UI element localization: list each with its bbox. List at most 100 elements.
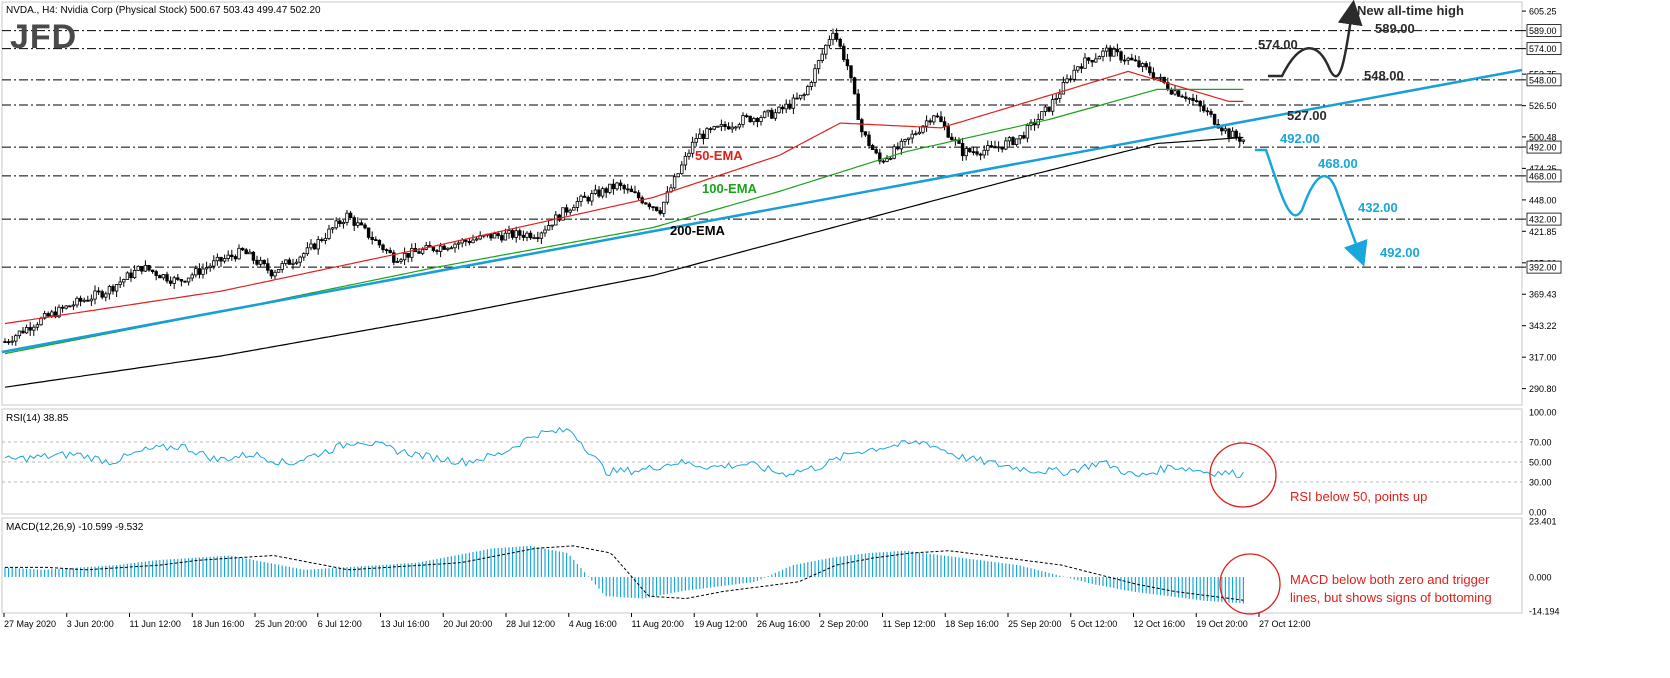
- candle-body: [755, 118, 760, 122]
- candle-body: [21, 330, 25, 334]
- candle-body: [838, 38, 842, 47]
- candle-body: [172, 277, 176, 284]
- candle-body: [6, 341, 11, 344]
- candle-body: [676, 173, 680, 178]
- candle-body: [158, 275, 162, 279]
- candle-body: [878, 152, 882, 162]
- candle-body: [852, 77, 857, 95]
- proj-label-492-target: 492.00: [1380, 245, 1420, 260]
- candle-body: [532, 237, 536, 240]
- bear-projection-path: [1255, 148, 1368, 267]
- candle-body: [561, 207, 565, 221]
- time-tick-label: 18 Sep 16:00: [945, 619, 999, 629]
- candle-body: [147, 264, 151, 271]
- candle-body: [687, 152, 691, 157]
- candle-body: [1209, 111, 1213, 115]
- time-tick-label: 3 Jun 20:00: [67, 619, 114, 629]
- candle-body: [492, 233, 497, 239]
- candle-body: [939, 116, 943, 123]
- candle-body: [914, 133, 918, 136]
- candle-body: [219, 256, 223, 262]
- candle-body: [136, 265, 140, 271]
- price-tick-label: 500.48: [1529, 132, 1557, 142]
- candle-body: [298, 256, 302, 263]
- candle-body: [712, 126, 716, 130]
- time-tick-label: 25 Sep 20:00: [1008, 619, 1062, 629]
- candle-body: [118, 281, 122, 285]
- candle-body: [759, 117, 763, 122]
- candle-body: [762, 111, 767, 118]
- rsi-tick-label: 50.00: [1529, 458, 1552, 468]
- candle-body: [521, 234, 526, 238]
- candle-body: [154, 271, 158, 276]
- candle-body: [201, 268, 205, 275]
- candle-body: [237, 247, 241, 260]
- proj-label-432: 432.00: [1358, 200, 1398, 215]
- candle-body: [662, 201, 666, 214]
- macd-annotation-line2: lines, but shows signs of bottoming: [1290, 590, 1492, 605]
- candle-body: [582, 195, 587, 198]
- price-tick-label: 369.43: [1529, 290, 1557, 300]
- candle-body: [266, 263, 270, 271]
- time-tick-label: 11 Aug 20:00: [632, 619, 684, 629]
- candle-body: [82, 299, 86, 302]
- price-tick-label: 492.00: [1529, 143, 1557, 153]
- candle-body: [294, 261, 299, 264]
- candle-body: [168, 280, 173, 284]
- candle-body: [831, 32, 835, 41]
- candle-body: [302, 253, 306, 258]
- candle-body: [845, 59, 850, 67]
- candle-body: [737, 124, 742, 128]
- candle-body: [255, 259, 259, 265]
- time-tick-label: 20 Jul 20:00: [443, 619, 492, 629]
- ema200-label: 200-EMA: [670, 223, 726, 238]
- candle-body: [1158, 76, 1163, 79]
- bull-projection-path: [1268, 0, 1363, 78]
- candle-body: [316, 239, 320, 250]
- candle-body: [975, 151, 979, 155]
- candle-body: [906, 137, 911, 140]
- candle-body: [287, 259, 292, 265]
- candle-body: [226, 254, 230, 259]
- candle-body: [140, 265, 144, 272]
- price-tick-label: 432.00: [1529, 215, 1557, 225]
- candle-body: [633, 191, 637, 194]
- candle-body: [1202, 105, 1206, 112]
- candle-body: [60, 306, 65, 309]
- candle-body: [690, 141, 695, 154]
- candle-body: [1090, 59, 1094, 63]
- candle-body: [28, 327, 32, 331]
- candle-body: [806, 86, 810, 96]
- price-layer: [3, 28, 1246, 388]
- candle-body: [222, 258, 227, 262]
- candle-body: [921, 125, 925, 133]
- candle-body: [611, 183, 616, 190]
- candle-body: [456, 242, 461, 245]
- candle-body: [604, 188, 608, 193]
- candle-body: [1151, 72, 1156, 79]
- time-tick-label: 11 Jun 12:00: [130, 619, 181, 629]
- candle-body: [971, 151, 976, 154]
- candle-body: [143, 264, 148, 272]
- candle-body: [356, 222, 360, 226]
- candle-body: [150, 269, 155, 272]
- candle-body: [348, 212, 353, 219]
- candle-body: [334, 220, 338, 229]
- candle-body: [111, 286, 115, 292]
- candle-body: [827, 39, 832, 46]
- candle-body: [377, 239, 382, 246]
- rsi-tick-label: 100.00: [1529, 408, 1557, 418]
- candle-body: [575, 200, 580, 208]
- price-level-box: [1526, 42, 1562, 56]
- candle-body: [1025, 124, 1030, 139]
- candle-body: [197, 268, 202, 275]
- candle-body: [842, 45, 846, 60]
- candle-body: [420, 249, 425, 254]
- candle-body: [183, 280, 187, 283]
- candle-body: [1054, 97, 1058, 101]
- candle-body: [856, 93, 860, 121]
- candle-body: [518, 230, 522, 236]
- candle-body: [1205, 110, 1210, 113]
- candle-body: [1094, 58, 1098, 63]
- candle-body: [860, 119, 864, 133]
